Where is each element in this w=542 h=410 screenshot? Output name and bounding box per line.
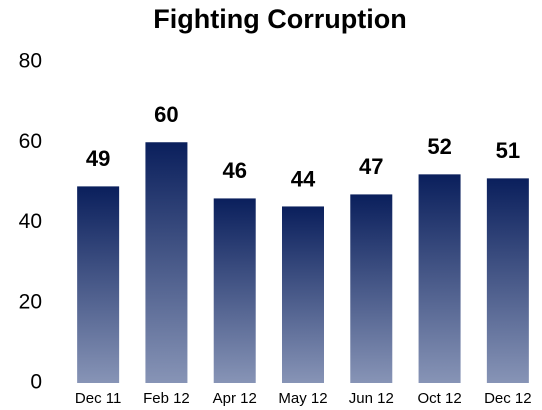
x-tick-label: May 12	[278, 390, 327, 407]
bar	[418, 174, 461, 383]
y-tick-label: 80	[19, 50, 42, 73]
data-label: 60	[154, 102, 178, 127]
bar	[77, 186, 120, 383]
chart-title: Fighting Corruption	[153, 4, 406, 34]
y-tick-label: 40	[19, 210, 42, 233]
bar	[486, 178, 529, 383]
bar	[350, 194, 393, 383]
y-tick-label: 60	[19, 130, 42, 153]
data-label: 49	[86, 146, 110, 171]
x-tick-label: Oct 12	[417, 390, 461, 407]
bar	[145, 142, 188, 383]
x-tick-label: Dec 12	[484, 390, 532, 407]
bar	[282, 206, 324, 383]
y-tick-label: 0	[30, 371, 42, 394]
y-tick-label: 20	[19, 290, 42, 313]
data-label: 52	[427, 134, 451, 159]
x-tick-label: Apr 12	[213, 390, 257, 407]
x-tick-label: Dec 11	[75, 390, 121, 407]
x-tick-label: Jun 12	[349, 390, 394, 407]
x-tick-label: Feb 12	[143, 390, 190, 407]
data-label: 44	[291, 166, 316, 191]
data-label: 51	[496, 138, 520, 163]
data-label: 46	[222, 158, 246, 183]
data-label: 47	[359, 154, 383, 179]
bar	[213, 198, 256, 383]
